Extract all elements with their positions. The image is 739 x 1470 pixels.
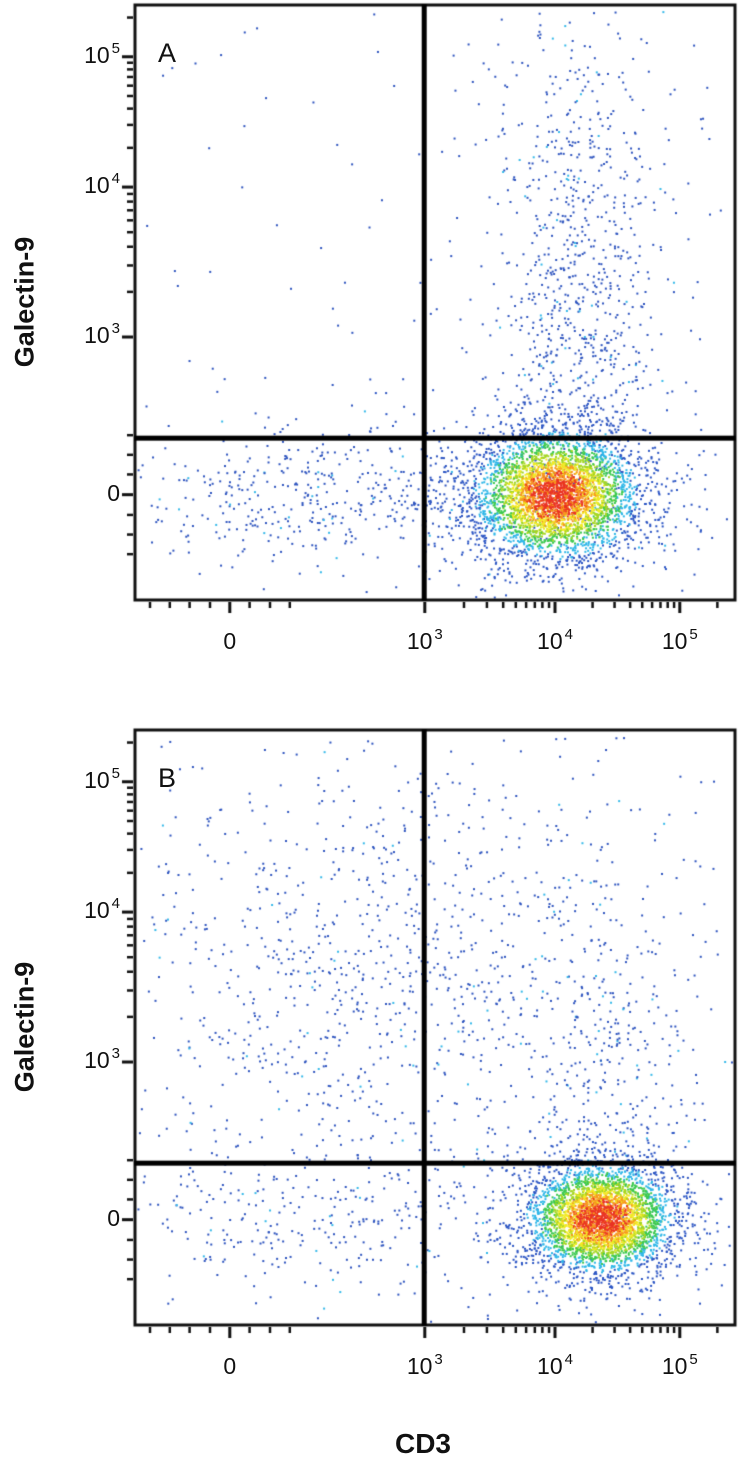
tick-exponent: 4	[564, 1351, 573, 1368]
tick-base: 10	[84, 41, 110, 68]
y-tick-label: 10 5	[40, 39, 120, 69]
tick-exponent: 3	[111, 320, 120, 337]
tick-exponent: 3	[111, 1045, 120, 1062]
tick-base: 10	[537, 628, 563, 654]
tick-base: 0	[107, 1204, 120, 1231]
x-tick-label: 10 4	[537, 626, 573, 655]
y-tick-label: 0	[40, 1205, 120, 1232]
y-tick-label: 10 3	[40, 320, 120, 349]
tick-base: 10	[406, 1353, 433, 1379]
y-tick-label: 10 4	[40, 170, 120, 199]
tick-exponent: 4	[111, 895, 120, 913]
tick-exponent: 5	[689, 626, 698, 643]
y-axis-label-panel-b: Galectin-9	[9, 961, 40, 1093]
tick-base: 10	[537, 1353, 563, 1379]
tick-base: 10	[84, 897, 110, 924]
tick-base: 0	[223, 628, 237, 654]
y-tick-label: 10 3	[40, 1045, 120, 1074]
x-tick-label: 0	[223, 1353, 236, 1380]
tick-exponent: 4	[564, 626, 573, 643]
x-tick-label: 10 3	[406, 1351, 443, 1380]
tick-base: 0	[107, 479, 120, 506]
tick-base: 10	[84, 1047, 110, 1073]
tick-exponent: 3	[434, 626, 443, 643]
tick-exponent: 5	[111, 764, 120, 782]
x-tick-label: 10 5	[661, 626, 698, 655]
x-tick-label: 0	[223, 628, 236, 655]
y-axis-label-panel-a: Galectin-9	[9, 236, 40, 368]
tick-exponent: 3	[434, 1351, 443, 1368]
tick-base: 10	[661, 1353, 688, 1379]
tick-base: 10	[406, 628, 433, 654]
tick-base: 10	[661, 628, 688, 654]
tick-exponent: 5	[111, 39, 120, 57]
tick-base: 10	[84, 322, 110, 348]
x-tick-label: 10 3	[406, 626, 443, 655]
x-axis-label-cd3: CD3	[394, 1428, 452, 1459]
y-tick-label: 0	[40, 480, 120, 507]
tick-base: 10	[84, 766, 110, 793]
x-tick-label: 10 4	[537, 1351, 573, 1380]
y-tick-label: 10 5	[40, 764, 120, 794]
x-tick-label: 10 5	[661, 1351, 698, 1380]
y-tick-label: 10 4	[40, 895, 120, 924]
tick-exponent: 4	[111, 170, 120, 188]
panel-label-b: B	[158, 763, 177, 793]
tick-base: 0	[223, 1353, 237, 1379]
tick-exponent: 5	[689, 1351, 698, 1368]
panel-label-a: A	[158, 38, 177, 68]
tick-base: 10	[84, 172, 110, 199]
